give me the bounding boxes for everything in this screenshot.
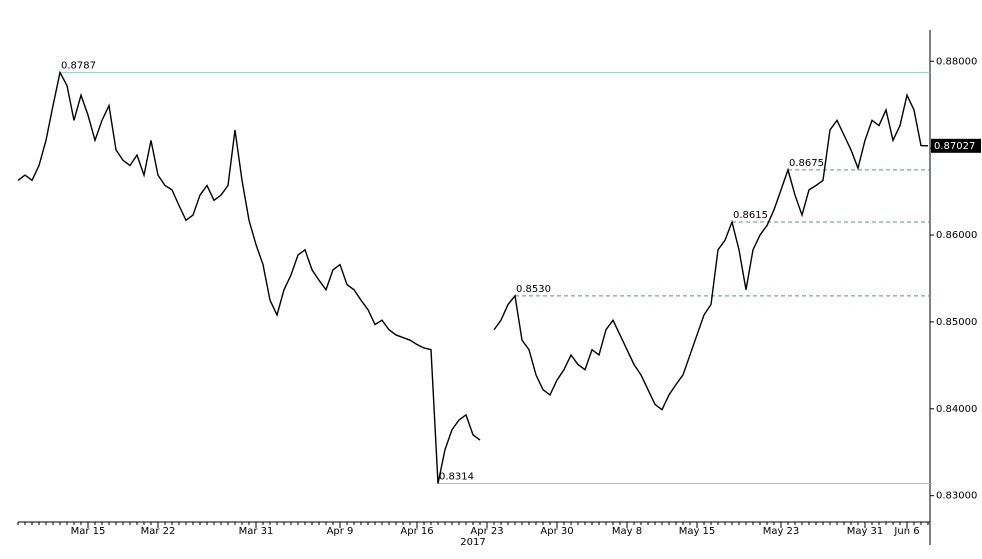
last-price-label: 0.87027	[934, 141, 975, 152]
x-tick-label: Apr 30	[540, 526, 573, 537]
last-price-box	[931, 138, 981, 153]
x-tick-label: May 23	[763, 526, 800, 537]
y-tick-label: 0.85000	[936, 317, 977, 328]
level-label: 0.8675	[789, 158, 824, 169]
y-tick-label: 0.83000	[936, 491, 977, 502]
x-tick-label: Mar 22	[141, 526, 176, 537]
y-tick-label: 0.86000	[936, 230, 977, 241]
x-tick-label: Mar 31	[239, 526, 274, 537]
x-tick-label: Apr 23	[470, 526, 503, 537]
level-label: 0.8530	[516, 284, 551, 295]
y-tick-label: 0.84000	[936, 404, 977, 415]
price-line	[17, 70, 929, 484]
y-tick-label: 0.88000	[936, 56, 977, 67]
x-tick-label: Jun 6	[893, 526, 919, 537]
level-label: 0.8615	[733, 210, 768, 221]
level-label: 0.8314	[439, 472, 474, 483]
x-tick-label: Mar 15	[71, 526, 106, 537]
x-tick-label: Apr 9	[327, 526, 354, 537]
x-tick-label: May 31	[847, 526, 884, 537]
x-tick-label: Apr 16	[400, 526, 433, 537]
level-label: 0.8787	[61, 61, 96, 72]
x-tick-label: May 15	[679, 526, 716, 537]
x-tick-label: May 8	[612, 526, 642, 537]
x-year-label: 2017	[460, 537, 485, 548]
